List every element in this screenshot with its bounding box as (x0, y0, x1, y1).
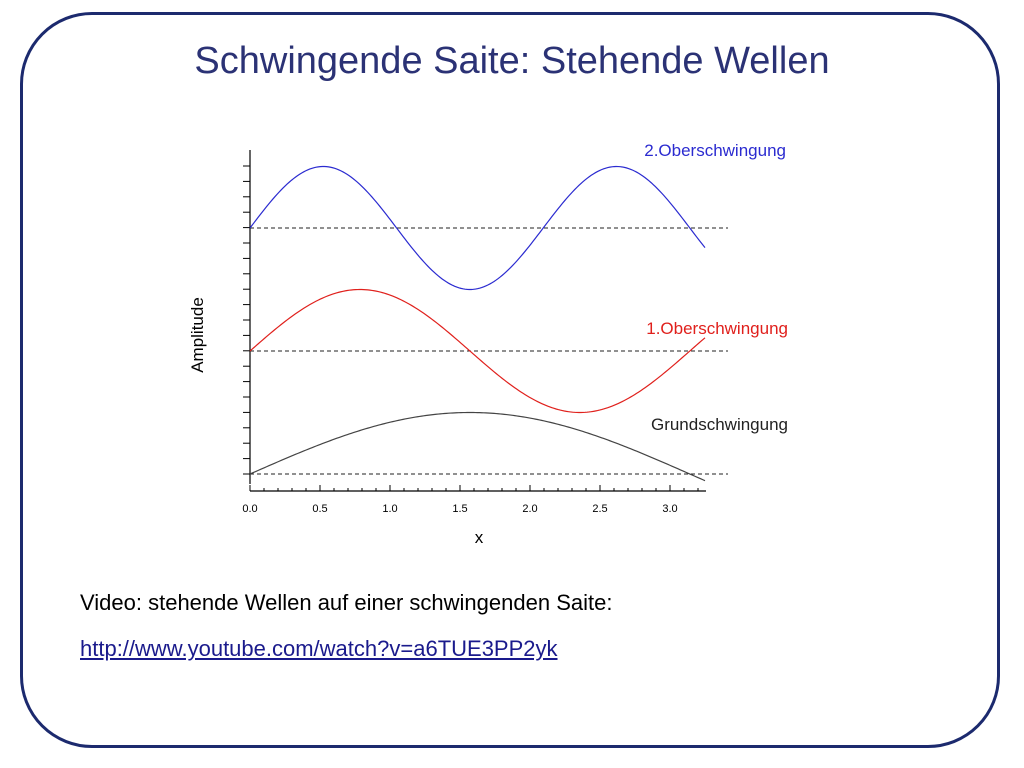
x-tick-label: 0.5 (312, 503, 327, 515)
x-tick-label: 0.0 (242, 503, 257, 515)
chart-baselines (250, 227, 728, 475)
series-label-2: 1.Oberschwingung (646, 319, 788, 338)
x-tick-label: 2.0 (522, 503, 537, 515)
x-tick-label: 3.0 (662, 503, 677, 515)
series-label-1: Grundschwingung (651, 415, 788, 434)
series-line-2-oberschwingung (249, 165, 706, 291)
chart-axes (243, 150, 706, 492)
x-tick-label: 1.0 (382, 503, 397, 515)
chart-labels: 0.0 0.5 1.0 1.5 2.0 2.5 3.0 x Amplitude Grundschw… (188, 141, 788, 547)
chart-curves (249, 165, 706, 482)
x-axis-label: x (475, 528, 484, 547)
series-line-1-oberschwingung (249, 288, 706, 414)
series-line-grundschwingung (249, 411, 706, 482)
slide-frame (20, 12, 1000, 748)
slide-title: Schwingende Saite: Stehende Wellen (194, 40, 830, 82)
video-link[interactable]: http://www.youtube.com/watch?v=a6TUE3PP2… (80, 636, 558, 661)
series-label-3: 2.Oberschwingung (644, 141, 786, 160)
x-tick-label: 2.5 (592, 503, 607, 515)
y-axis-label: Amplitude (188, 297, 207, 373)
x-tick-label: 1.5 (452, 503, 467, 515)
video-caption: Video: stehende Wellen auf einer schwing… (80, 590, 613, 615)
